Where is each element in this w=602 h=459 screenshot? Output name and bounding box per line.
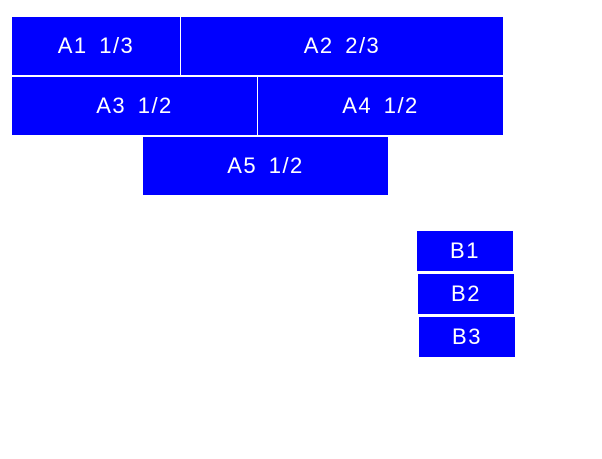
box-b3[interactable]: B3 [419, 317, 515, 357]
box-a2[interactable]: A2 2/3 [181, 17, 503, 75]
box-a1[interactable]: A1 1/3 [12, 17, 180, 75]
box-b1[interactable]: B1 [417, 231, 513, 271]
box-a3[interactable]: A3 1/2 [12, 77, 257, 135]
box-a4[interactable]: A4 1/2 [258, 77, 503, 135]
box-a5[interactable]: A5 1/2 [143, 137, 388, 195]
box-b2[interactable]: B2 [418, 274, 514, 314]
